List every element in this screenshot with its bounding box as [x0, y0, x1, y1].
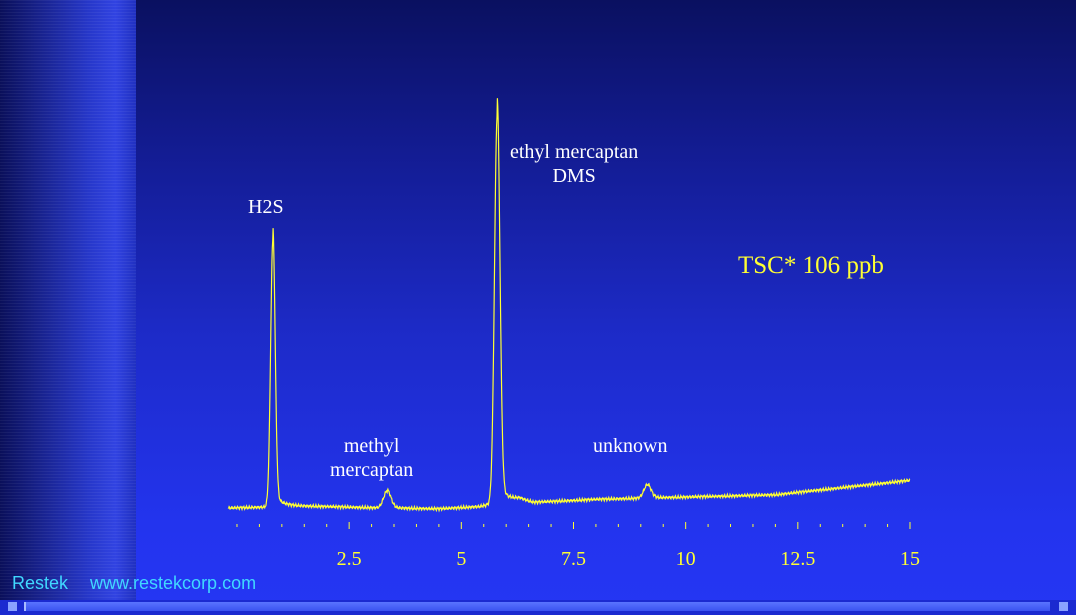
x-tick-label: 10: [676, 548, 696, 570]
peak-label-h2s-line1: H2S: [248, 196, 284, 218]
peak-label-h2s: H2S: [248, 195, 284, 219]
footer-company: Restek: [12, 573, 69, 593]
tsc-concentration-label: TSC* 106 ppb: [738, 252, 884, 279]
peak-label-ethyl-line1: ethyl mercaptan: [510, 141, 639, 163]
peak-label-unknown: unknown: [593, 434, 667, 458]
x-tick-label: 15: [900, 548, 920, 570]
chromatogram-trace: [227, 98, 911, 513]
minor-ticks: [236, 524, 889, 527]
x-tick-label: 12.5: [780, 548, 815, 570]
peak-label-methyl-line1: methyl: [343, 435, 400, 457]
x-tick-label: 7.5: [561, 548, 586, 570]
footer-url-link[interactable]: www.restekcorp.com: [90, 573, 257, 593]
bottom-bar: [0, 600, 1076, 615]
bottom-bar-left-square: [8, 602, 17, 611]
footer: Restek www.restekcorp.com: [12, 573, 256, 594]
chromatogram-chart: 2.5 5 7.5 10 12.5 15: [227, 98, 920, 570]
bottom-bar-right-square: [1059, 602, 1068, 611]
peak-label-unknown-line1: unknown: [593, 435, 668, 457]
left-decorative-band: [0, 0, 136, 600]
peak-label-methyl-mercaptan: methyl mercaptan: [330, 434, 413, 482]
peak-label-methyl-line2: mercaptan: [330, 459, 414, 481]
major-ticks: [348, 522, 911, 529]
bottom-bar-line: [24, 602, 1050, 611]
peak-label-ethyl-line2: DMS: [552, 165, 596, 187]
x-tick-label: 5: [456, 548, 466, 570]
tick-labels: 2.5 5 7.5 10 12.5 15: [337, 548, 920, 570]
peak-label-ethyl-mercaptan-dms: ethyl mercaptan DMS: [510, 140, 638, 188]
x-tick-label: 2.5: [337, 548, 362, 570]
